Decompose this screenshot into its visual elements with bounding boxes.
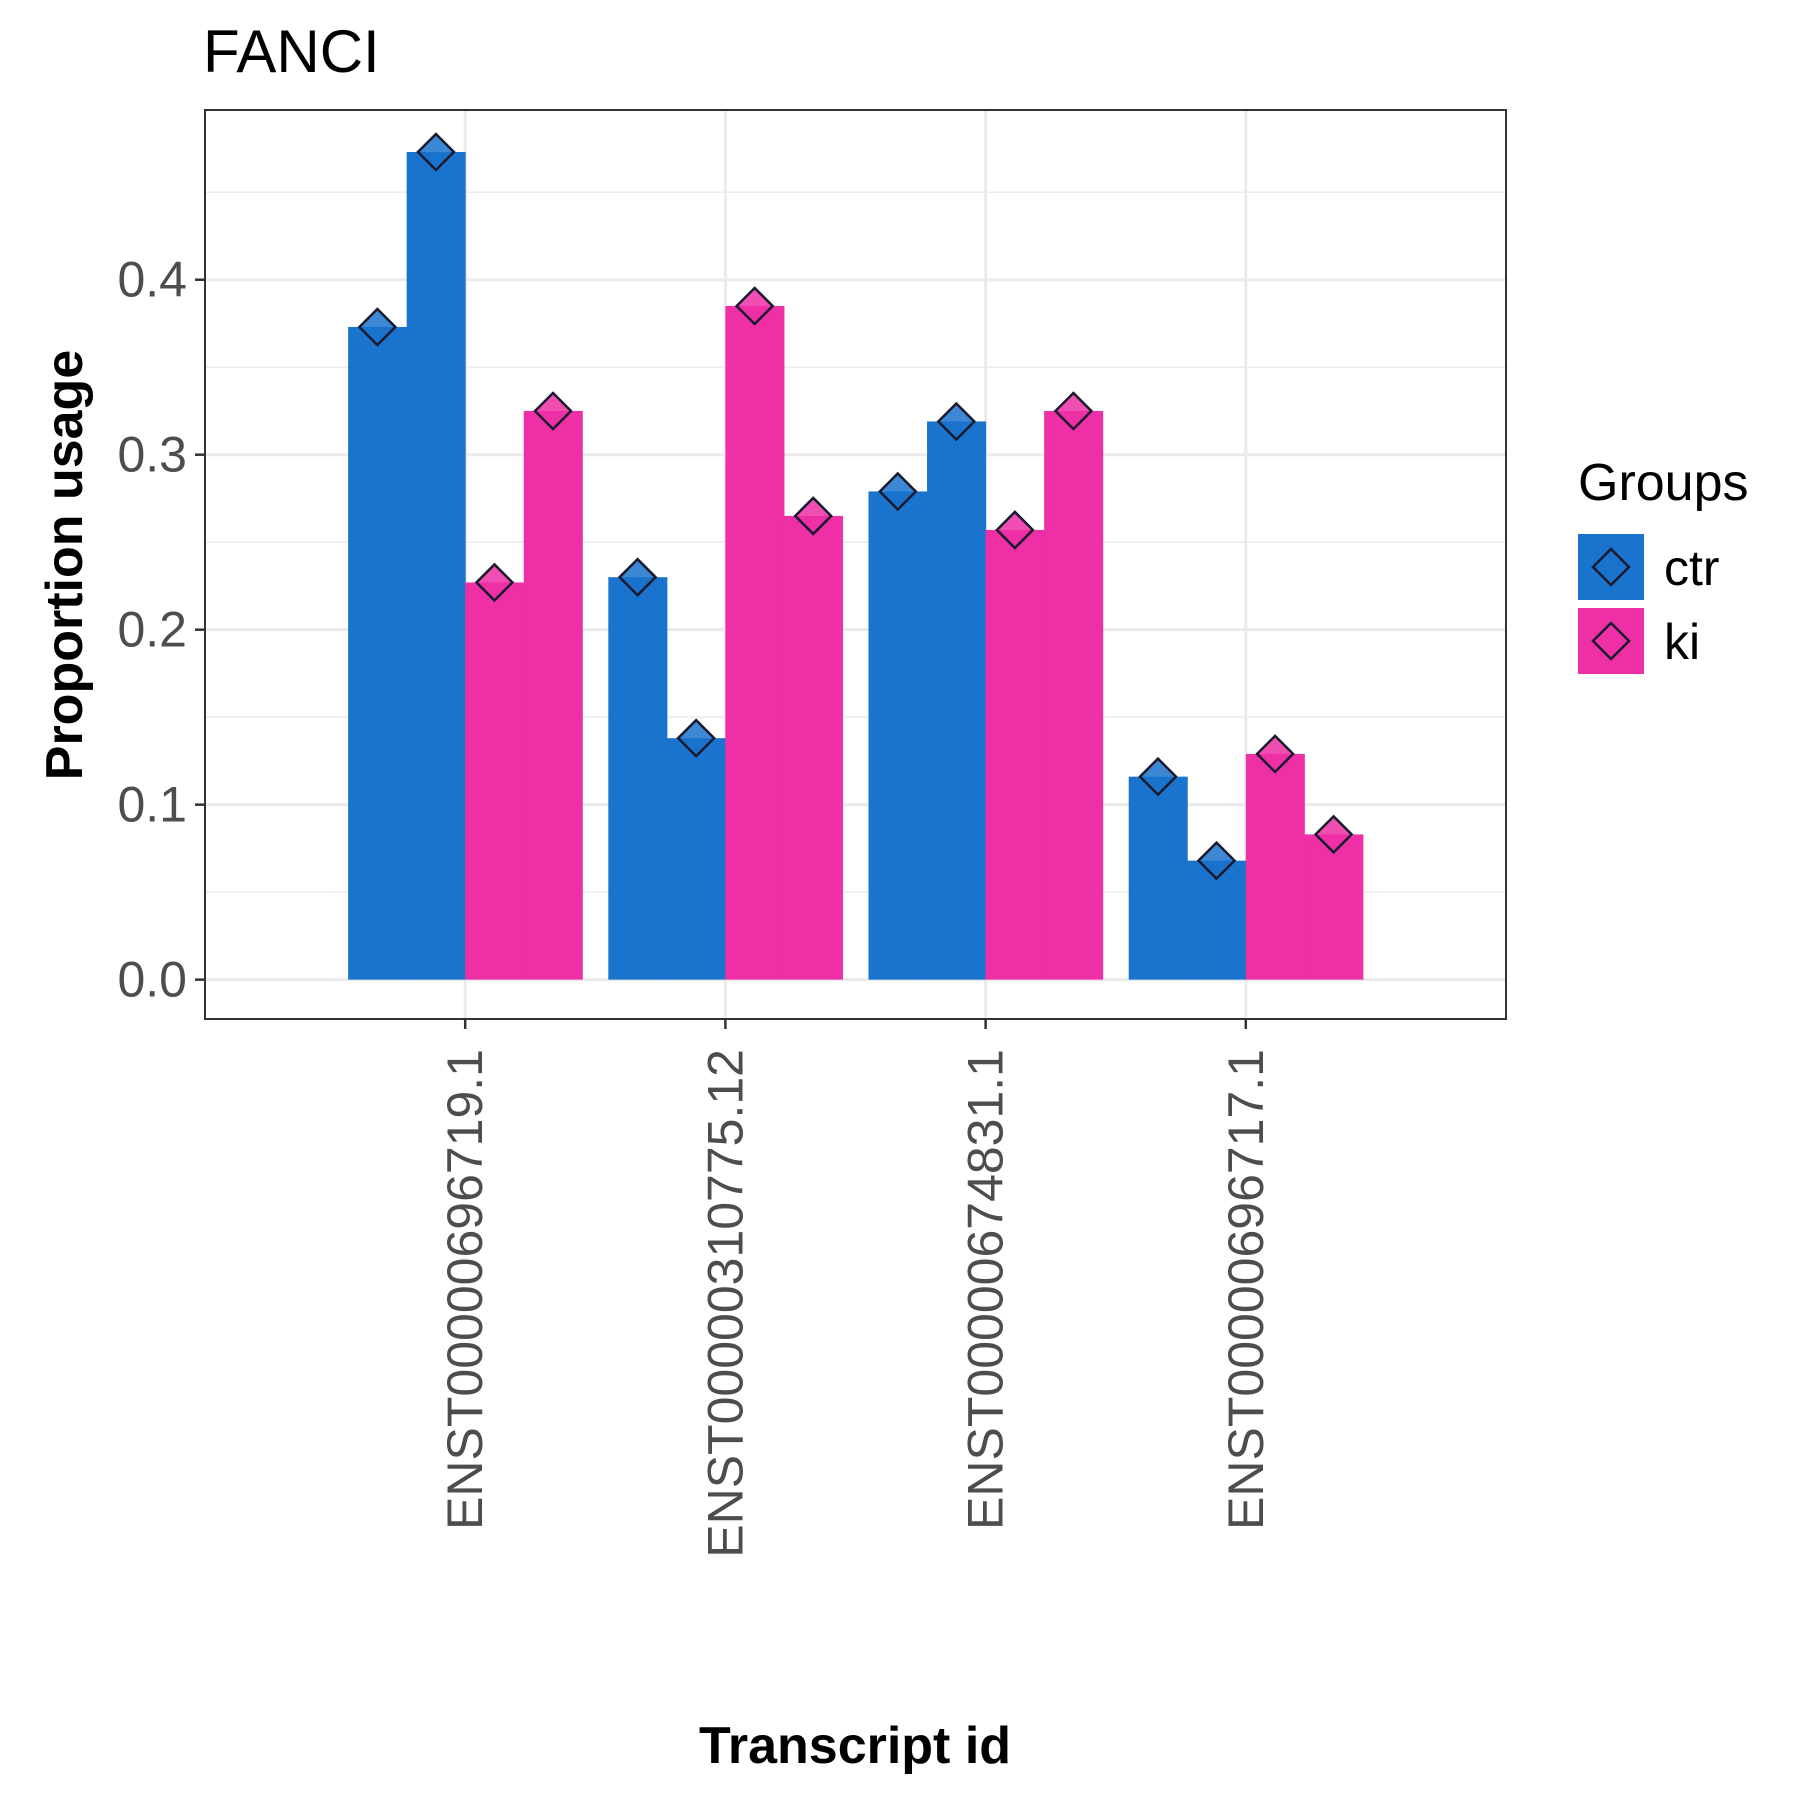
x-tick-label: ENST00000310775.12 — [697, 1049, 753, 1558]
x-tick-label: ENST00000696717.1 — [1218, 1049, 1274, 1530]
markers — [357, 132, 1354, 881]
y-tick-label: 0.4 — [117, 252, 187, 308]
bar-ctr — [666, 738, 726, 980]
y-tick-label: 0.2 — [117, 602, 187, 658]
marker-ki — [793, 496, 833, 536]
bar-ki — [1304, 834, 1364, 980]
marker-ctr — [676, 718, 716, 758]
bar-ki — [783, 515, 843, 980]
plot-panel-border — [204, 109, 1507, 1020]
y-tick-label: 0.0 — [117, 952, 187, 1008]
y-axis-title: Proportion usage — [36, 350, 94, 780]
y-tick-label: 0.3 — [117, 427, 187, 483]
chart-title: FANCI — [203, 18, 380, 85]
marker-ki — [995, 510, 1035, 550]
bars — [348, 151, 1364, 980]
y-axis: 0.0 0.1 0.2 0.3 0.4 — [117, 252, 205, 1008]
marker-ctr — [1196, 840, 1237, 881]
marker-ctr — [357, 307, 398, 347]
marker-ki — [1313, 814, 1354, 855]
marker-ki — [474, 562, 515, 603]
bar-ki — [523, 410, 583, 980]
legend: Groups ctr ki — [1578, 454, 1749, 674]
bar-ki — [465, 582, 525, 980]
legend-marker-ki — [1591, 621, 1631, 661]
x-tick-label: ENST00000674831.1 — [958, 1049, 1014, 1530]
marker-ctr — [1138, 756, 1178, 797]
y-tick-label: 0.1 — [117, 777, 187, 833]
legend-marker-ctr — [1591, 547, 1631, 587]
bar-ctr — [927, 421, 987, 980]
bar-ki — [725, 305, 785, 980]
x-tick-label: ENST00000696719.1 — [437, 1049, 493, 1530]
legend-label-ctr: ctr — [1664, 540, 1720, 596]
bar-ctr — [608, 577, 668, 980]
marker-ki — [1053, 391, 1094, 431]
bar-ctr — [1187, 860, 1247, 980]
bar-ctr — [348, 326, 408, 980]
bar-ctr — [406, 151, 466, 980]
bar-ctr — [868, 491, 928, 980]
marker-ctr — [936, 401, 977, 442]
marker-ctr — [878, 471, 918, 512]
marker-ki — [533, 391, 573, 431]
bar-ki — [1245, 753, 1305, 980]
x-axis-title: Transcript id — [699, 1717, 1011, 1775]
marker-ki — [1255, 734, 1295, 774]
bar-ctr — [1128, 776, 1188, 980]
legend-title: Groups — [1578, 454, 1749, 512]
marker-ctr — [617, 557, 658, 597]
bar-ki — [985, 529, 1045, 980]
marker-ki — [734, 286, 775, 326]
x-axis: ENST00000696719.1 ENST00000310775.12 ENST0… — [437, 1019, 1274, 1558]
legend-label-ki: ki — [1664, 614, 1700, 670]
bar-ki — [1044, 410, 1104, 980]
marker-ctr — [416, 132, 456, 172]
